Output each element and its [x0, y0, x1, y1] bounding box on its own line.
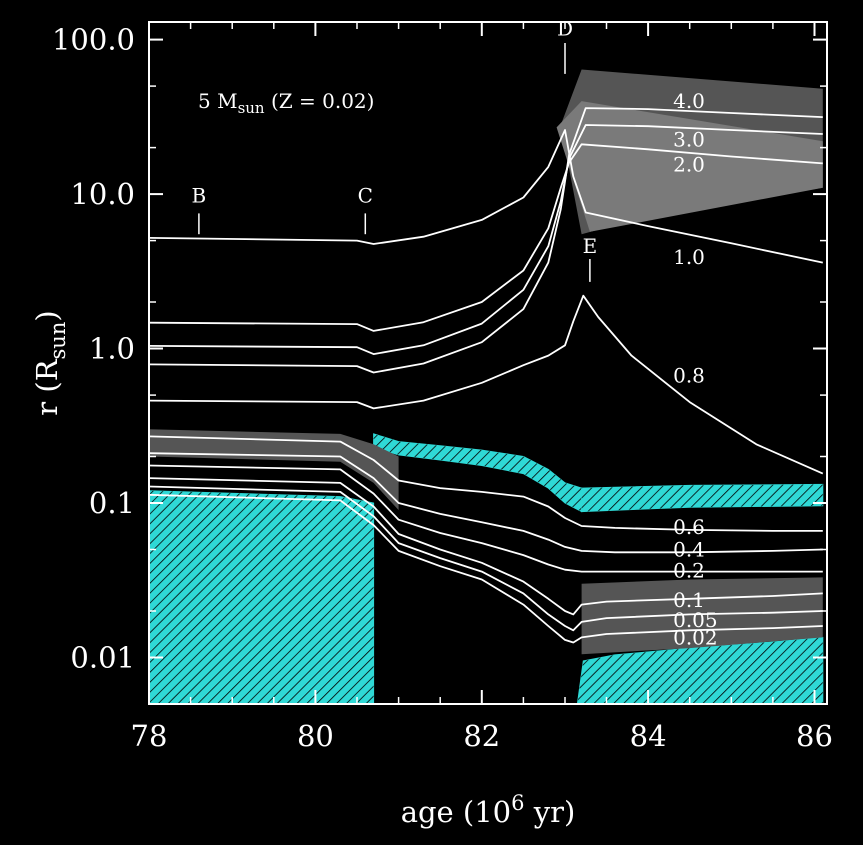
- light-envelope: [556, 101, 823, 232]
- series-line-0.02: [149, 493, 823, 644]
- convective-core-right-hatch: [577, 637, 823, 704]
- series-label-0.4: 0.4: [673, 538, 705, 562]
- x-tick-label: 86: [796, 719, 833, 753]
- annotation-main: 5 M: [198, 89, 238, 113]
- lines-layer: [149, 107, 824, 644]
- convective-shell-right-hatch: [581, 484, 823, 512]
- convective-core-left-hatch: [149, 490, 374, 704]
- series-line-0.4: [149, 452, 823, 554]
- annotation-sub: sun: [238, 99, 265, 117]
- y-tick-label: 10.0: [70, 177, 135, 211]
- y-axis-label-main: r (R: [30, 358, 64, 415]
- phase-marker-label-E: E: [583, 234, 598, 258]
- y-axis-label-sub: sun: [46, 322, 70, 360]
- y-axis-label: r (Rsun): [30, 310, 70, 415]
- series-label-0.2: 0.2: [673, 559, 705, 583]
- series-label-1.0: 1.0: [673, 245, 705, 269]
- series-line-0.6: [149, 435, 823, 532]
- plot-frame: [148, 21, 828, 705]
- y-tick-label: 1.0: [89, 332, 135, 366]
- chart-annotation: 5 Msun (Z = 0.02): [198, 89, 374, 117]
- y-tick-label: 0.01: [70, 641, 135, 675]
- series-label-layer: 4.0 3.02.0 1.0 0.8 0.60.40.2 0.10.050.02: [673, 89, 718, 649]
- convective-shell-middle-hatch: [373, 433, 582, 512]
- annotation-rest: (Z = 0.02): [265, 89, 375, 113]
- series-label-0.02: 0.02: [673, 625, 718, 649]
- y-tick-label: 0.1: [89, 486, 135, 520]
- series-line-3.0: [149, 124, 823, 355]
- phase-marker-label-C: C: [358, 183, 373, 207]
- series-line-1.0: [149, 129, 823, 264]
- grey-band-left: [149, 429, 399, 511]
- series-label-4.0: 4.0: [673, 89, 705, 113]
- axis-layer: 78 80 82 84 86 0.01 0.1 1.0 10.0 100.0: [52, 22, 833, 753]
- series-label-0.1: 0.1: [673, 588, 705, 612]
- series-line-0.05: [149, 485, 823, 632]
- x-axis-label-main: age (10: [401, 795, 511, 829]
- series-line-2.0: [149, 143, 823, 332]
- y-tick-label: 100.0: [52, 23, 135, 57]
- series-label-0.8: 0.8: [673, 363, 705, 387]
- x-tick-label: 78: [131, 719, 168, 753]
- x-axis-label-sup: 6: [511, 791, 524, 815]
- series-line-0.8: [149, 294, 824, 475]
- phase-marker-label-B: B: [192, 183, 207, 207]
- series-line-0.2: [149, 464, 823, 573]
- series-line-4.0: [149, 107, 823, 374]
- x-tick-label: 84: [630, 719, 667, 753]
- x-tick-label: 82: [463, 719, 500, 753]
- x-axis-label: age (106 yr): [401, 791, 576, 829]
- series-label-3.0: 3.0: [673, 128, 705, 152]
- x-axis-label-rest: yr): [525, 795, 576, 829]
- series-line-0.1: [149, 477, 823, 616]
- series-label-0.05: 0.05: [673, 608, 718, 632]
- series-label-2.0: 2.0: [673, 153, 705, 177]
- x-tick-label: 80: [297, 719, 334, 753]
- regions-layer: [149, 69, 824, 704]
- series-label-0.6: 0.6: [673, 515, 705, 539]
- y-axis-label-rest: ): [30, 310, 64, 321]
